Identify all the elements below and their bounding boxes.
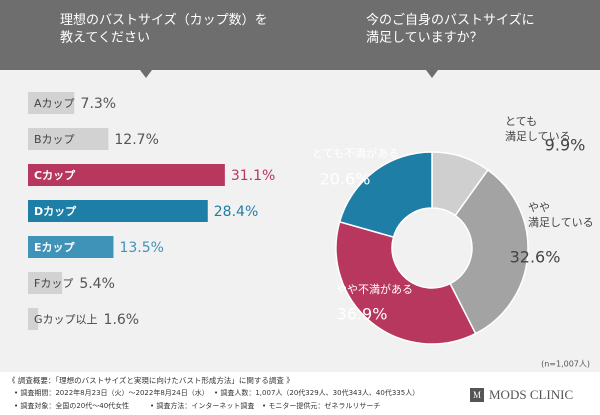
bar bbox=[28, 236, 114, 258]
value-label: 12.7% bbox=[114, 132, 158, 148]
value-label: 31.1% bbox=[231, 168, 275, 184]
bar bbox=[28, 272, 63, 294]
value-label: 1.6% bbox=[104, 312, 140, 328]
footer-item: • モニター提供元：ゼネラルリサーチ bbox=[262, 401, 380, 410]
bar-label: Fカップ bbox=[34, 277, 73, 290]
value-label: 7.3% bbox=[81, 96, 117, 112]
slice-value: 32.6% bbox=[510, 248, 561, 267]
brand: MODS CLINIC bbox=[489, 387, 573, 402]
slice-label: やや満足している bbox=[528, 201, 594, 229]
logo: M bbox=[473, 390, 481, 400]
bar-label: Gカップ以上 bbox=[34, 313, 98, 326]
slice-value: 9.9% bbox=[545, 136, 586, 155]
logo-box bbox=[470, 388, 484, 402]
footer-item: • 調査対象：全国の20代〜40代女性 bbox=[14, 401, 129, 410]
pointer bbox=[426, 70, 438, 78]
bar bbox=[28, 92, 75, 114]
slice-label: とても不満がある bbox=[312, 146, 399, 160]
footer-heading: 《 調査概要：「理想のバストサイズと実現に向けたバスト形成方法」に関する調査 》 bbox=[8, 375, 294, 385]
bar bbox=[28, 200, 208, 222]
footer-item: • 調査方法：インターネット調査 bbox=[150, 401, 254, 410]
footer-item: • 調査人数：1,007人（20代329人、30代343人、40代335人） bbox=[214, 388, 419, 397]
slice-label: とても満足している bbox=[505, 115, 571, 143]
pointer bbox=[140, 70, 152, 78]
donut-slice bbox=[449, 168, 529, 335]
donut-slice bbox=[338, 151, 433, 239]
bar-label: Eカップ bbox=[34, 240, 76, 254]
bar-label: Bカップ bbox=[34, 133, 75, 146]
bar bbox=[28, 128, 109, 150]
slice-label: やや不満がある bbox=[336, 282, 413, 296]
bar bbox=[28, 308, 39, 330]
value-label: 13.5% bbox=[119, 240, 163, 256]
bar bbox=[28, 164, 225, 186]
bar-label: Dカップ bbox=[34, 204, 77, 218]
donut-slice bbox=[335, 220, 477, 345]
note: (n=1,007人) bbox=[541, 360, 590, 369]
chart-title: 今のご自身のバストサイズに満足していますか？ bbox=[366, 12, 535, 46]
value-label: 28.4% bbox=[214, 204, 258, 220]
slice-value: 20.6% bbox=[320, 170, 371, 189]
footer-item: • 調査期間：2022年8月23日（火）～2022年8月24日（水） bbox=[14, 388, 209, 397]
bar-label: Aカップ bbox=[34, 97, 75, 110]
value-label: 5.4% bbox=[79, 276, 115, 292]
chart-title: 理想のバストサイズ（カップ数）を教えてください bbox=[60, 12, 268, 46]
header-band bbox=[0, 0, 600, 70]
footer-band bbox=[0, 372, 600, 415]
slice-value: 36.9% bbox=[337, 305, 388, 324]
bar-label: Cカップ bbox=[34, 168, 76, 182]
